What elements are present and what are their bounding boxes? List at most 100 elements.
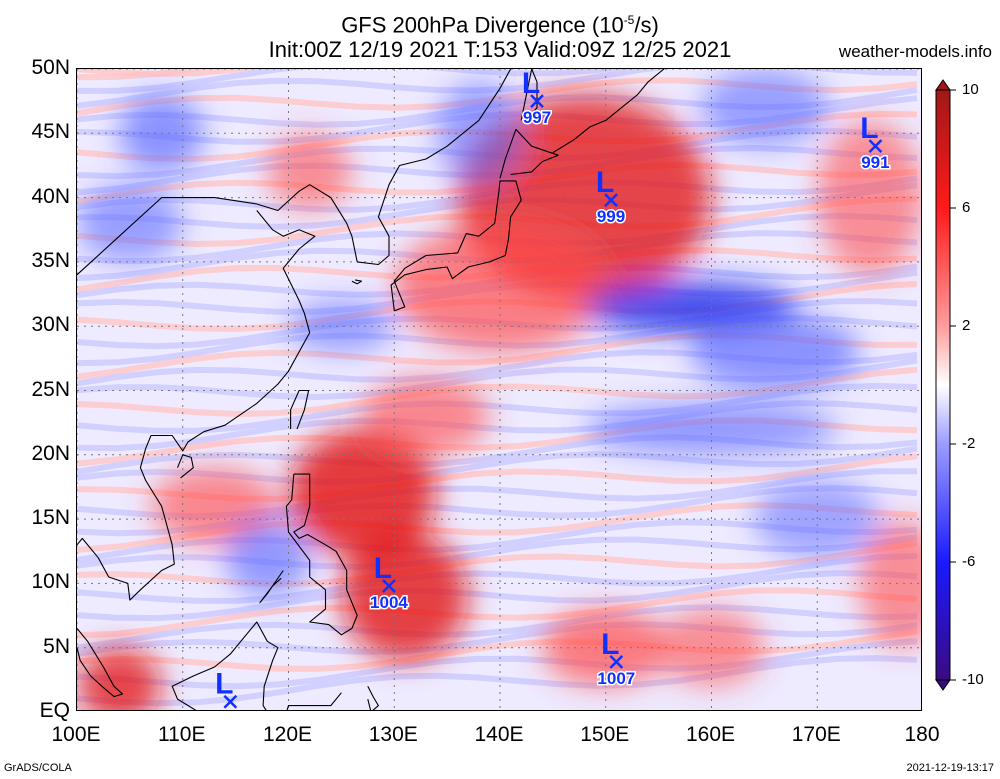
coastline bbox=[351, 279, 363, 285]
low-center-x-icon bbox=[530, 94, 544, 109]
lat-tick-label: 40N bbox=[31, 184, 70, 208]
lat-tick-label: 50N bbox=[31, 56, 70, 79]
coastline bbox=[259, 570, 284, 604]
low-pressure-marker: L 999 bbox=[595, 166, 626, 228]
divergence-positive-area bbox=[77, 647, 162, 710]
lat-tick-label: 45N bbox=[31, 120, 70, 144]
coastline bbox=[77, 628, 124, 698]
lon-tick-label: 170E bbox=[791, 723, 841, 746]
low-pressure-value: 997 bbox=[523, 108, 551, 127]
chart-title: GFS 200hPa Divergence (10-5/s) bbox=[341, 12, 659, 38]
site-label: weather-models.info bbox=[838, 42, 992, 61]
field-stripe bbox=[77, 604, 918, 651]
divergence-negative-area bbox=[288, 300, 395, 352]
lon-tick-label: 160E bbox=[685, 723, 736, 746]
field-stripe bbox=[77, 69, 261, 78]
field-stripe bbox=[77, 69, 628, 94]
coastline bbox=[286, 692, 342, 710]
divergence-positive-area bbox=[362, 377, 490, 455]
low-pressure-value: 1007 bbox=[597, 669, 635, 688]
footer-credit: GrADS/COLA bbox=[4, 762, 72, 774]
divergence-positive-area bbox=[658, 609, 765, 687]
colorbar-bottom-arrow bbox=[935, 679, 951, 691]
divergence-negative-area bbox=[77, 184, 183, 262]
field-stripe bbox=[77, 570, 918, 622]
low-markers: L 997 L 999 L 991 L 1004 L 1007 L 1005 bbox=[210, 69, 891, 711]
low-center-x-icon bbox=[868, 139, 883, 154]
low-pressure-value: 991 bbox=[861, 153, 889, 172]
low-pressure-marker: L 1004 bbox=[369, 552, 410, 614]
low-center-x-icon bbox=[223, 694, 238, 709]
coastline bbox=[390, 180, 522, 312]
low-pressure-value: 1005 bbox=[211, 709, 249, 711]
map-plot-area: L 997 L 999 L 991 L 1004 L 1007 L 1005 bbox=[76, 68, 922, 711]
divergence-positive-area bbox=[267, 133, 352, 211]
lat-tick-label: 25N bbox=[31, 377, 70, 401]
low-pressure-marker: L 991 bbox=[860, 112, 891, 174]
coastline bbox=[520, 69, 538, 121]
coastline bbox=[285, 473, 358, 636]
low-letter: L bbox=[601, 628, 619, 661]
low-pressure-value: 999 bbox=[597, 207, 625, 226]
colorbar-tick-label: 10 bbox=[962, 81, 979, 98]
lon-tick-label: 130E bbox=[368, 723, 418, 746]
lat-tick-label: EQ bbox=[39, 699, 70, 722]
lat-tick-label: 35N bbox=[31, 248, 70, 272]
lon-tick-label: 140E bbox=[474, 723, 524, 746]
low-pressure-marker: L 1005 bbox=[210, 668, 251, 711]
colorbar-tick-label: -2 bbox=[962, 435, 976, 452]
lat-tick-label: 5N bbox=[43, 634, 70, 658]
coastline bbox=[176, 454, 194, 479]
coastline bbox=[290, 389, 310, 430]
field-stripe bbox=[77, 628, 918, 672]
chart-subtitle: Init:00Z 12/19 2021 T:153 Valid:09Z 12/2… bbox=[268, 37, 732, 62]
divergence-positive-area bbox=[288, 429, 437, 558]
coastline bbox=[77, 210, 316, 601]
low-letter: L bbox=[215, 668, 233, 701]
lat-tick-label: 10N bbox=[31, 570, 70, 594]
field-stripe bbox=[77, 552, 918, 604]
colorbar-ramp bbox=[935, 89, 951, 681]
divergence-positive-area bbox=[341, 531, 469, 661]
low-pressure-value: 1004 bbox=[370, 593, 408, 612]
coastline bbox=[367, 686, 379, 710]
colorbar-tick-label: 2 bbox=[962, 317, 971, 334]
low-letter: L bbox=[374, 552, 392, 585]
divergence-positive-area bbox=[542, 609, 670, 687]
coastline bbox=[77, 69, 512, 276]
field-stripe bbox=[77, 69, 211, 81]
low-letter: L bbox=[596, 166, 614, 199]
lon-tick-label: 180 bbox=[904, 723, 940, 746]
low-letter: L bbox=[860, 112, 878, 145]
lat-tick-label: 15N bbox=[31, 506, 70, 530]
lat-tick-label: 20N bbox=[31, 441, 70, 465]
divergence-negative-area bbox=[690, 313, 860, 391]
field-stripe bbox=[77, 587, 918, 639]
divergence-negative-area bbox=[753, 480, 881, 558]
field-stripe bbox=[77, 638, 918, 690]
low-center-x-icon bbox=[382, 579, 396, 593]
footer-timestamp: 2021-12-19-13:17 bbox=[906, 762, 994, 774]
field-stripe bbox=[77, 534, 918, 571]
low-pressure-marker: L 1007 bbox=[596, 628, 637, 690]
coastline bbox=[552, 69, 665, 154]
coastlines bbox=[77, 69, 665, 710]
field-stripe bbox=[77, 621, 918, 657]
colorbar-tick-label: -6 bbox=[962, 553, 976, 570]
colorbar-top-arrow bbox=[935, 79, 951, 91]
divergence-negative-area bbox=[584, 403, 839, 455]
field-stripe bbox=[77, 540, 918, 588]
coastline bbox=[171, 621, 279, 710]
low-center-x-icon bbox=[609, 654, 624, 669]
low-center-x-icon bbox=[604, 193, 618, 208]
low-pressure-marker: L 997 bbox=[521, 69, 552, 129]
title-exponent: -5 bbox=[623, 13, 635, 27]
lon-tick-label: 120E bbox=[262, 723, 313, 746]
coastline bbox=[499, 128, 559, 179]
lat-tick-label: 30N bbox=[31, 313, 70, 337]
divergence-negative-area bbox=[700, 69, 828, 147]
divergence-negative-area bbox=[436, 81, 522, 185]
lon-tick-label: 150E bbox=[580, 723, 630, 746]
colorbar-tick-label: -10 bbox=[962, 671, 984, 688]
lon-tick-label: 110E bbox=[158, 723, 206, 746]
